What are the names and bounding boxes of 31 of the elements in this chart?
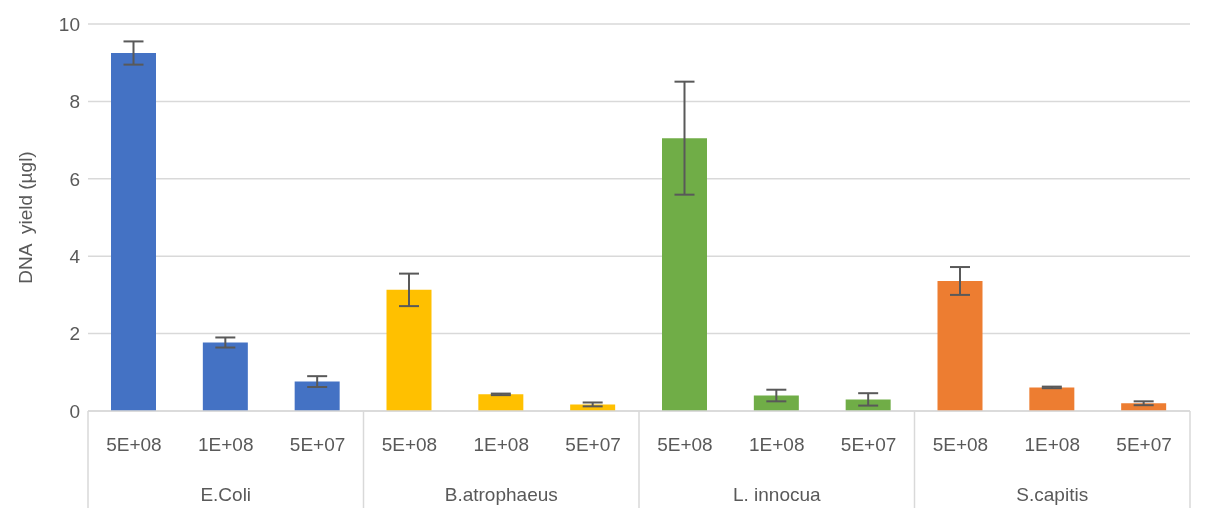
y-axis-title: DNA yield (µgl) [15, 151, 36, 284]
y-tick-label: 8 [69, 91, 80, 113]
text: L. innocua [732, 484, 822, 505]
x-tick-label: 1E+08 [473, 434, 529, 455]
x-tick-label: 1E+08 [1024, 434, 1080, 455]
y-tick-label: 2 [69, 323, 80, 345]
bar [937, 280, 983, 411]
x-tick-label: 1E+08 [198, 434, 254, 455]
x-tick-label: 5E+07 [840, 434, 897, 455]
bar [111, 53, 156, 411]
bar [1029, 387, 1075, 411]
text: S.capitis [1016, 484, 1089, 505]
x-tick-label: 5E+07 [1116, 434, 1172, 455]
x-tick-label: 5E+08 [932, 434, 989, 455]
y-tick-label: 6 [69, 168, 80, 190]
x-tick-label: 5E+07 [565, 434, 621, 455]
y-tick-label: 4 [69, 245, 81, 267]
x-tick-label: 5E+08 [381, 434, 438, 455]
x-tick-label: 1E+08 [749, 434, 805, 455]
text: B.atrophaeus [444, 484, 558, 505]
bar [386, 289, 432, 411]
bar [478, 394, 524, 411]
x-tick-label: 5E+08 [106, 434, 162, 455]
bar [662, 138, 707, 411]
x-tick-label: 5E+08 [657, 434, 713, 455]
x-tick-label: 5E+07 [289, 434, 346, 455]
y-tick-label: 0 [69, 400, 80, 422]
y-tick-label: 10 [58, 13, 80, 35]
text: E.Coli [200, 484, 252, 505]
bar [294, 381, 340, 411]
bar [202, 342, 248, 411]
